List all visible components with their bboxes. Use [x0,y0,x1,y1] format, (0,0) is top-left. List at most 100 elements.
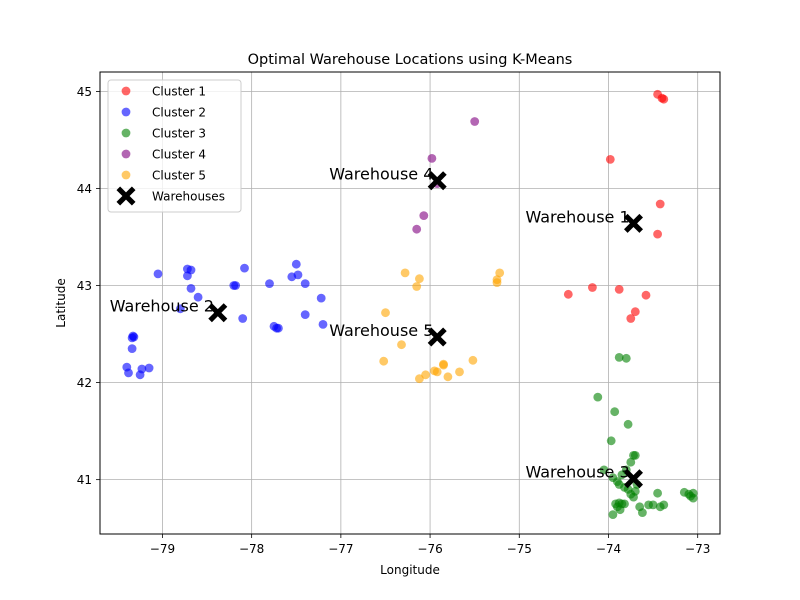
data-point [427,154,437,163]
legend-label: Cluster 5 [152,169,206,183]
y-tick-label: 45 [77,85,92,99]
data-point [606,436,616,446]
data-point [615,505,625,515]
data-point [153,269,163,279]
plot-area-frame [99,71,721,535]
data-point [617,470,627,480]
warehouse-label: Warehouse 5 [329,321,433,340]
data-point [610,407,620,417]
data-point [614,285,624,294]
legend-marker [121,86,131,96]
data-point [274,323,283,333]
data-point [419,211,429,221]
data-point [588,283,597,292]
legend-box [107,79,242,213]
data-point [381,308,390,318]
data-point [659,94,669,104]
data-point [495,268,505,278]
data-point [238,314,248,323]
legend-marker [116,186,136,206]
data-point [379,356,389,366]
data-point [397,340,406,350]
warehouse-marker [624,469,643,489]
legend-label: Cluster 3 [152,127,206,141]
data-point [655,199,665,209]
data-point [186,284,196,293]
x-tick-label: −75 [507,542,532,556]
data-point [563,289,573,299]
axis-ticks: −79 −78 −77 −76 −75 −74 −73 41 42 43 44 45 [77,85,711,556]
data-point [653,488,662,498]
data-point [653,229,662,239]
data-point [318,320,328,329]
data-point [455,367,464,377]
legend-label: Cluster 1 [152,85,206,99]
data-point [175,304,185,314]
y-tick-label: 44 [77,182,92,196]
data-point [443,372,453,382]
data-point [608,510,618,519]
x-tick-label: −77 [328,542,353,556]
data-point [300,310,310,319]
data-point [240,263,249,273]
data-point [415,374,424,384]
data-point [599,465,609,475]
series-3 [593,353,698,519]
data-point [412,282,422,291]
legend: Cluster 1 Cluster 2 Cluster 3 Cluster 4 Clus… [107,79,242,213]
x-tick-label: −76 [417,542,442,556]
x-tick-label: −79 [150,542,175,556]
data-point [630,307,640,317]
data-point [432,367,442,377]
legend-label: Cluster 2 [152,106,206,120]
data-point [648,500,658,510]
data-point [415,274,424,284]
x-tick-label: −78 [239,542,264,556]
data-point [183,271,192,281]
data-point [688,493,698,503]
series-5 [379,268,505,384]
legend-label: Cluster 4 [152,148,206,162]
data-point [412,224,422,234]
data-point [641,290,651,300]
data-point [127,344,137,353]
data-point [630,451,640,460]
grid-lines [100,72,720,534]
legend-marker [121,107,131,117]
data-point [468,355,478,365]
data-point [629,492,638,502]
warehouse-marker [208,303,228,323]
warehouse-label: Warehouse 2 [110,297,214,316]
data-point [593,392,603,402]
data-point [605,155,615,164]
data-point [231,281,241,290]
data-points [122,89,698,519]
warehouse-label: Warehouse 1 [525,207,629,226]
legend-label: Warehouses [152,190,225,204]
warehouse-markers: Warehouse 1 Warehouse 2 Warehouse 3 Warehou… [110,165,643,489]
data-point [265,279,274,288]
warehouse-marker [427,171,447,191]
data-point [638,508,647,517]
y-tick-label: 42 [77,376,92,390]
legend-marker [121,170,131,180]
warehouse-marker [624,213,643,233]
data-point [659,500,669,510]
warehouse-label: Warehouse 3 [525,463,629,482]
data-point [124,368,133,378]
legend-marker [121,149,131,159]
data-point [470,117,480,126]
data-point [623,419,633,429]
data-point [291,259,301,269]
data-point [135,370,145,380]
data-point [193,292,203,302]
data-point [439,359,448,369]
data-point [400,268,410,278]
data-point [293,270,303,280]
y-axis-title: Latitude [54,278,68,327]
x-tick-label: −73 [685,542,710,556]
data-point [621,353,631,363]
chart-title: Optimal Warehouse Locations using K-Mean… [248,52,573,68]
warehouse-marker [427,327,447,347]
